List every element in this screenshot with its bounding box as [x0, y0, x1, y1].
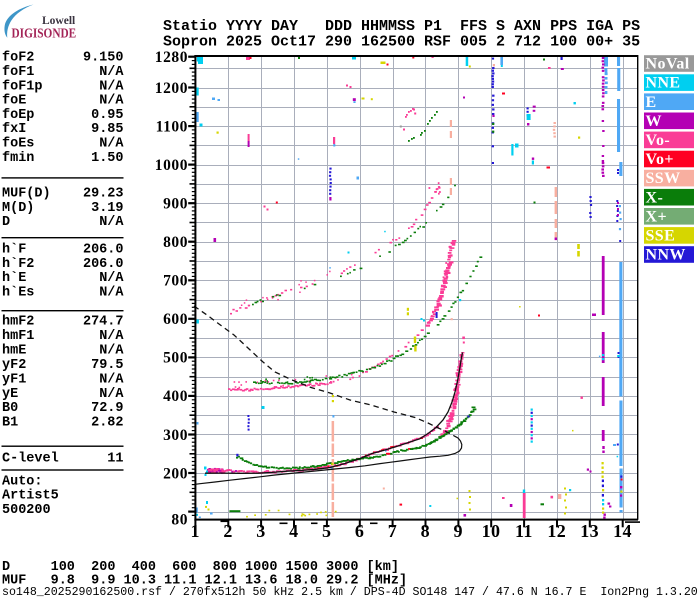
- svg-text:Vo-: Vo-: [646, 132, 671, 149]
- svg-text:N/A: N/A: [99, 79, 124, 94]
- svg-text:hmE: hmE: [2, 343, 26, 358]
- svg-text:900: 900: [163, 195, 188, 212]
- svg-text:W: W: [646, 113, 662, 130]
- svg-text:D: D: [2, 215, 10, 230]
- svg-text:6: 6: [355, 521, 364, 541]
- svg-text:N/A: N/A: [99, 372, 124, 387]
- svg-text:N/A: N/A: [99, 285, 124, 300]
- svg-text:h`E: h`E: [2, 271, 26, 286]
- svg-text:9.150: 9.150: [83, 51, 124, 66]
- svg-text:foF1: foF1: [2, 65, 34, 80]
- svg-text:72.9: 72.9: [91, 401, 123, 416]
- svg-text:1200: 1200: [155, 80, 188, 97]
- svg-text:foF2: foF2: [2, 51, 34, 66]
- svg-text:X+: X+: [646, 208, 667, 225]
- svg-text:so148_2025290162500.rsf / 270f: so148_2025290162500.rsf / 270fx512h 50 k…: [2, 586, 698, 599]
- svg-text:400: 400: [163, 388, 188, 405]
- svg-text:10: 10: [482, 521, 501, 541]
- svg-text:9: 9: [453, 521, 462, 541]
- svg-text:SSW: SSW: [646, 170, 681, 187]
- svg-text:500: 500: [163, 350, 188, 367]
- svg-text:C-level: C-level: [2, 452, 59, 467]
- svg-text:274.7: 274.7: [83, 315, 124, 330]
- svg-text:12: 12: [547, 521, 566, 541]
- svg-text:2.82: 2.82: [91, 415, 123, 430]
- svg-text:yF1: yF1: [2, 372, 26, 387]
- svg-text:79.5: 79.5: [91, 358, 123, 373]
- svg-text:D 100 200 400 600 800: D 100 200 400 600 800 1000 1500 3000 [km…: [2, 560, 399, 575]
- svg-text:yF2: yF2: [2, 358, 26, 373]
- svg-text:hmF2: hmF2: [2, 315, 34, 330]
- svg-text:206.0: 206.0: [83, 243, 124, 258]
- svg-text:80: 80: [171, 512, 188, 529]
- svg-text:1100: 1100: [156, 118, 188, 135]
- svg-text:300: 300: [163, 427, 188, 444]
- svg-text:fxI: fxI: [2, 122, 26, 137]
- svg-text:600: 600: [163, 311, 188, 328]
- svg-text:14: 14: [613, 521, 632, 541]
- svg-text:29.23: 29.23: [83, 187, 124, 202]
- svg-text:11: 11: [515, 521, 533, 541]
- svg-text:9.85: 9.85: [91, 122, 123, 137]
- svg-text:4: 4: [289, 521, 298, 541]
- svg-text:3: 3: [256, 521, 265, 541]
- svg-text:MUF 9.8 9.9 10.3 11.1 12.1: MUF 9.8 9.9 10.3 11.1 12.1 13.6 18.0 29.…: [2, 574, 407, 589]
- svg-text:Sopron 2025 Oct17 290 162500 R: Sopron 2025 Oct17 290 162500 RSF 005 2 7…: [163, 34, 640, 51]
- svg-text:h`F: h`F: [2, 243, 26, 258]
- svg-text:0.95: 0.95: [91, 108, 123, 123]
- svg-text:5: 5: [322, 521, 331, 541]
- svg-text:8: 8: [421, 521, 430, 541]
- svg-text:foE: foE: [2, 94, 26, 109]
- svg-text:1000: 1000: [155, 157, 188, 174]
- svg-text:E: E: [646, 94, 657, 111]
- svg-text:11: 11: [107, 452, 123, 467]
- svg-text:1.50: 1.50: [91, 151, 123, 166]
- svg-text:h`F2: h`F2: [2, 257, 34, 272]
- svg-text:foEs: foEs: [2, 137, 34, 152]
- svg-text:N/A: N/A: [99, 215, 124, 230]
- svg-text:Statio YYYY DAY DDD HHMMSS P: Statio YYYY DAY DDD HHMMSS P1 FFS S AXN …: [163, 18, 640, 35]
- svg-text:N/A: N/A: [99, 343, 124, 358]
- svg-text:DIGISONDE: DIGISONDE: [12, 25, 77, 40]
- svg-text:13: 13: [580, 521, 599, 541]
- svg-text:Lowell: Lowell: [42, 15, 75, 27]
- svg-text:X-: X-: [646, 189, 664, 206]
- svg-text:h`Es: h`Es: [2, 285, 34, 300]
- svg-text:B1: B1: [2, 415, 18, 430]
- svg-text:N/A: N/A: [99, 65, 124, 80]
- svg-text:foF1p: foF1p: [2, 79, 43, 94]
- svg-text:B0: B0: [2, 401, 18, 416]
- svg-text:200: 200: [163, 465, 188, 482]
- svg-text:N/A: N/A: [99, 137, 124, 152]
- svg-text:7: 7: [388, 521, 397, 541]
- svg-text:1: 1: [190, 521, 199, 541]
- svg-text:800: 800: [163, 234, 188, 251]
- svg-text:M(D): M(D): [2, 201, 34, 216]
- svg-text:2: 2: [223, 521, 232, 541]
- svg-text:NoVal: NoVal: [646, 56, 690, 73]
- svg-text:N/A: N/A: [99, 387, 124, 402]
- svg-text:206.0: 206.0: [83, 257, 124, 272]
- svg-text:yE: yE: [2, 387, 18, 402]
- svg-text:3.19: 3.19: [91, 201, 123, 216]
- svg-text:NNW: NNW: [646, 247, 686, 264]
- svg-text:hmF1: hmF1: [2, 329, 34, 344]
- svg-text:MUF(D): MUF(D): [2, 187, 51, 202]
- svg-text:N/A: N/A: [99, 94, 124, 109]
- svg-text:500200: 500200: [2, 503, 51, 518]
- svg-text:700: 700: [163, 273, 188, 290]
- svg-text:fmin: fmin: [2, 151, 34, 166]
- svg-text:N/A: N/A: [99, 271, 124, 286]
- svg-text:Vo+: Vo+: [646, 151, 674, 168]
- svg-text:1280: 1280: [155, 49, 188, 66]
- svg-text:Auto:: Auto:: [2, 475, 43, 490]
- svg-text:Artist5: Artist5: [2, 488, 59, 503]
- svg-text:NNE: NNE: [646, 75, 681, 92]
- svg-text:N/A: N/A: [99, 329, 124, 344]
- svg-text:SSE: SSE: [646, 228, 676, 245]
- svg-text:foEp: foEp: [2, 108, 34, 123]
